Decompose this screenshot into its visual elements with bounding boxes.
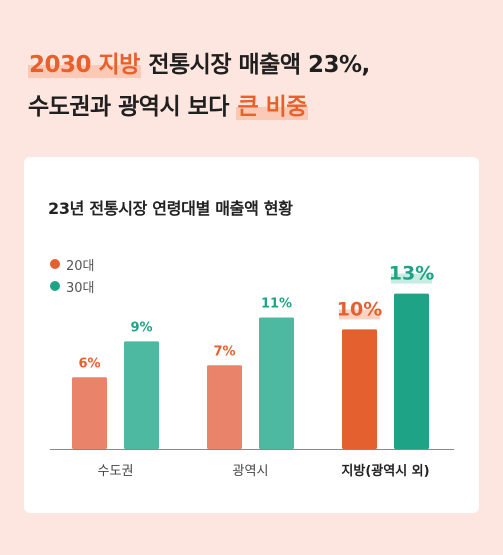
chart-card: 23년 전통시장 연령대별 매출액 현황 20대 30대 6% 9% 수도권 7% 11…	[24, 157, 479, 513]
headline-highlight-region: 2030 지방	[28, 52, 141, 78]
legend-item-20s: 20대	[50, 253, 95, 275]
value-label-highlight-30s	[390, 273, 433, 284]
chart-legend: 20대 30대	[50, 253, 95, 297]
bar-chart: 6% 9% 수도권 7% 11% 광역시 10% 13% 지방(광역시 외)	[50, 263, 454, 479]
value-label-30s-0: 9%	[130, 320, 152, 335]
headline-line-1-text: 전통시장 매출액 23%,	[140, 52, 370, 78]
value-label-30s-2: 13%	[389, 263, 434, 285]
headline-line-2-text: 수도권과 광역시 보다	[28, 94, 237, 120]
category-label-1: 광역시	[233, 464, 269, 479]
legend-label-30s: 30대	[66, 280, 95, 296]
value-label-20s-1: 7%	[213, 344, 235, 359]
bar-30s-2	[394, 293, 429, 449]
legend-label-20s: 20대	[66, 258, 95, 274]
chart-title: 23년 전통시장 연령대별 매출액 현황	[48, 199, 293, 218]
headline-line-2: 수도권과 광역시 보다 큰 비중	[28, 86, 488, 128]
headline-highlight-share: 큰 비중	[236, 94, 308, 120]
bar-30s-0	[124, 341, 159, 449]
bar-30s-1	[259, 317, 294, 449]
value-label-20s-2: 10%	[337, 298, 382, 320]
category-label-2: 지방(광역시 외)	[341, 463, 429, 479]
value-label-highlight-20s	[338, 309, 381, 320]
headline-line-1: 2030 지방 전통시장 매출액 23%,	[28, 44, 488, 86]
category-label-0: 수도권	[98, 464, 134, 479]
bar-20s-0	[72, 377, 107, 449]
headline: 2030 지방 전통시장 매출액 23%, 수도권과 광역시 보다 큰 비중	[28, 44, 488, 128]
legend-item-30s: 30대	[50, 275, 95, 297]
legend-swatch-20s	[50, 259, 60, 269]
bar-20s-2	[342, 329, 377, 449]
legend-swatch-30s	[50, 281, 60, 291]
value-label-20s-0: 6%	[78, 356, 100, 371]
bar-20s-1	[207, 365, 242, 449]
value-label-30s-1: 11%	[261, 296, 292, 311]
